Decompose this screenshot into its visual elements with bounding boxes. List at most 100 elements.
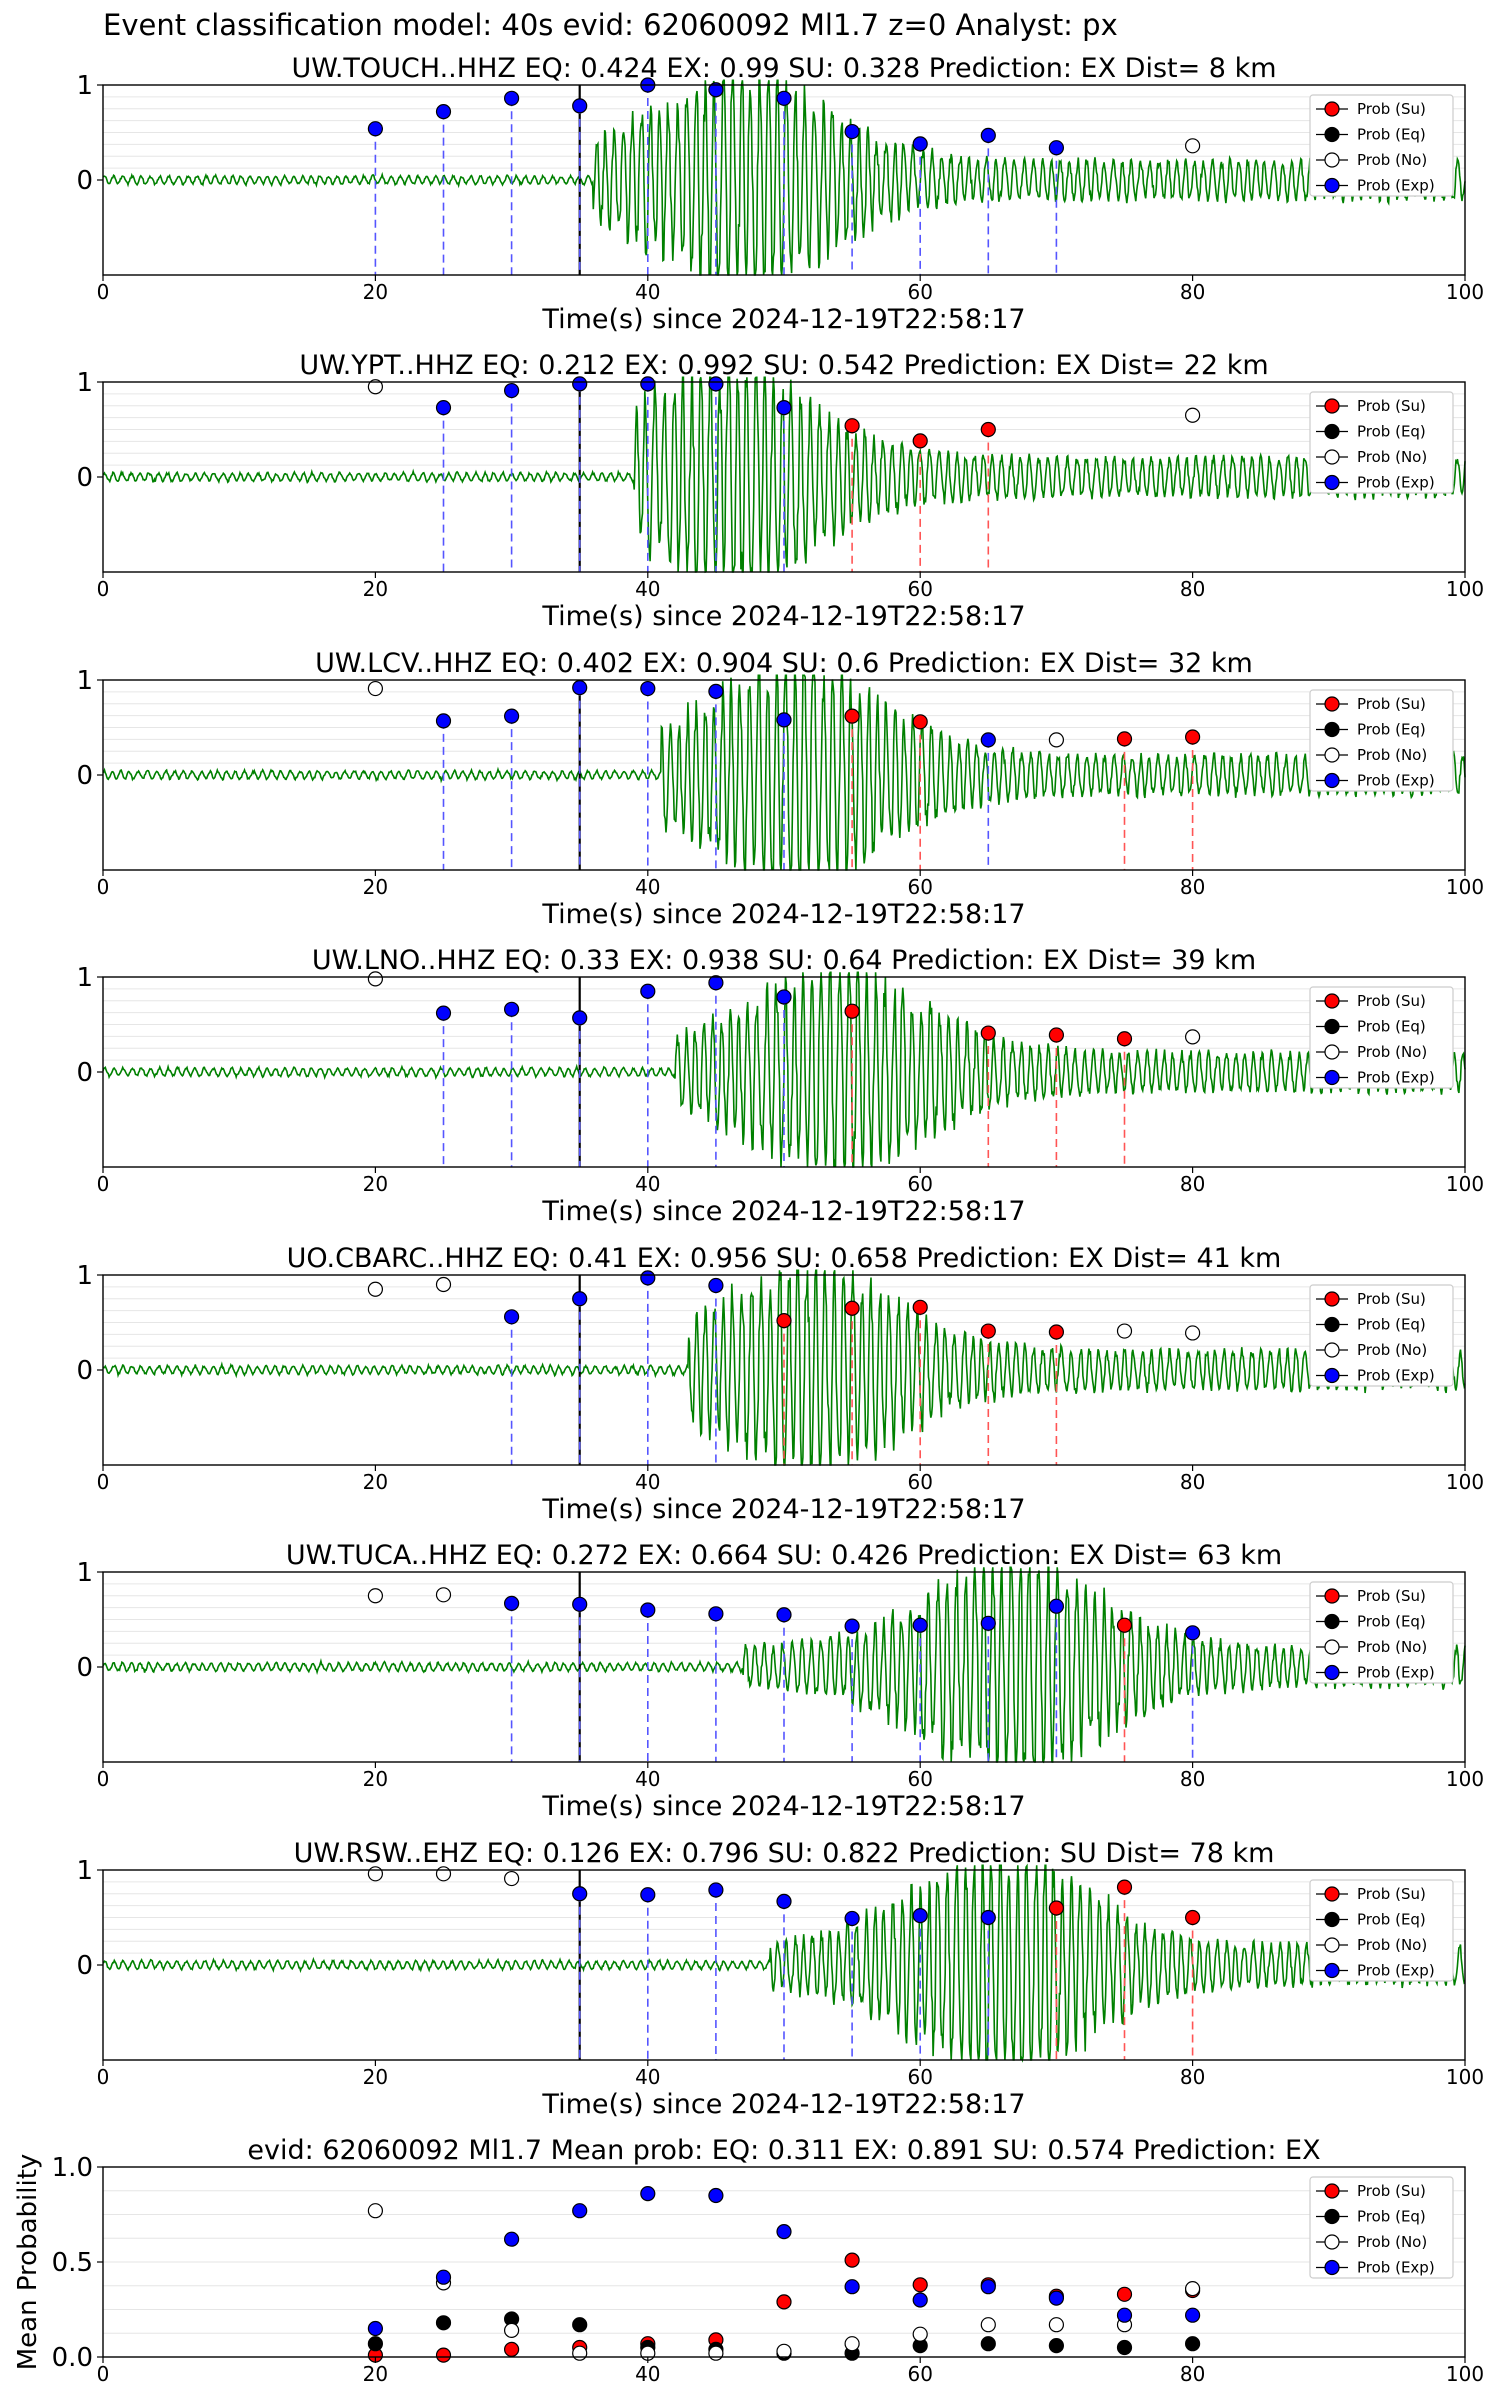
legend-label: Prob (No) [1357, 1936, 1427, 1954]
x-tick-label: 20 [363, 2362, 388, 2386]
marker-su [1116, 1031, 1133, 1047]
x-tick-label: 20 [363, 875, 388, 899]
marker-no [1048, 2317, 1065, 2333]
panel-6: 0 20 40 60 80 100 0 1 UW.TUCA..HHZ EQ: 0.272 EX:… [76, 1540, 1484, 1822]
marker-no [980, 2317, 996, 2333]
marker-exp [504, 1309, 520, 1325]
y-tick-label: 0 [76, 1653, 93, 1683]
legend-marker-eq [1324, 423, 1340, 440]
marker-su [980, 1025, 996, 1041]
x-tick-label: 60 [907, 1470, 932, 1494]
x-tick-label: 0 [97, 875, 110, 899]
marker-exp [776, 90, 792, 106]
legend-marker-no [1324, 152, 1340, 168]
x-tick-label: 100 [1446, 1470, 1484, 1494]
panel-title: UW.RSW..EHZ EQ: 0.126 EX: 0.796 SU: 0.82… [294, 1838, 1275, 1869]
x-tick-label: 40 [635, 2065, 660, 2089]
legend-marker-su [1324, 993, 1340, 1009]
legend-marker-su [1324, 696, 1340, 712]
x-axis-label: Time(s) since 2024-12-19T22:58:17 [541, 1791, 1025, 1822]
legend-label: Prob (Eq) [1357, 1613, 1426, 1631]
legend-box [1309, 94, 1454, 197]
legend-marker-no [1324, 1342, 1340, 1358]
marker-no [367, 680, 383, 697]
marker-su [912, 1299, 928, 1315]
legend-label: Prob (Eq) [1357, 2208, 1426, 2226]
legend-marker-no [1324, 747, 1340, 763]
marker-exp [776, 989, 792, 1005]
legend-label: Prob (Eq) [1357, 721, 1426, 739]
marker-su [776, 1312, 792, 1329]
marker-su [844, 708, 860, 724]
legend-marker-no [1324, 2234, 1340, 2250]
waveform-trace [102, 1566, 1466, 1764]
panel-title: evid: 62060092 Ml1.7 Mean prob: EQ: 0.31… [247, 2135, 1320, 2166]
x-tick-label: 80 [1180, 875, 1205, 899]
marker-exp [980, 2279, 996, 2295]
marker-su [1048, 1324, 1065, 1340]
marker-su [1184, 1909, 1201, 1926]
x-tick-label: 0 [97, 280, 110, 304]
marker-exp [1184, 1625, 1201, 1641]
legend-label: Prob (Exp) [1357, 1962, 1435, 1980]
legend-label: Prob (Su) [1357, 2182, 1426, 2200]
x-tick-label: 20 [363, 577, 388, 601]
x-tick-label: 100 [1446, 1172, 1484, 1196]
x-tick-label: 20 [363, 280, 388, 304]
x-tick-label: 0 [97, 2362, 110, 2386]
marker-su [1048, 1900, 1065, 1916]
x-tick-label: 20 [363, 1470, 388, 1494]
legend-label: Prob (No) [1357, 746, 1427, 764]
marker-exp [980, 1909, 996, 1926]
x-tick-label: 0 [97, 1767, 110, 1791]
marker-exp [912, 2292, 928, 2308]
legend-box [1309, 391, 1454, 494]
legend-label: Prob (Exp) [1357, 1664, 1435, 1682]
y-tick-label: 1 [76, 1261, 93, 1291]
marker-no [504, 2322, 520, 2338]
marker-exp [504, 382, 520, 399]
y-tick-label: 1 [76, 1856, 93, 1886]
legend-label: Prob (Eq) [1357, 1316, 1426, 1334]
marker-exp [912, 1617, 928, 1633]
waveform-trace [102, 1269, 1466, 1466]
legend-marker-su [1324, 398, 1340, 414]
marker-exp [640, 680, 656, 697]
panel-2: 0 20 40 60 80 100 0 1 UW.YPT..HHZ EQ: 0.212 EX: … [76, 350, 1484, 632]
legend-label: Prob (No) [1357, 1341, 1427, 1359]
marker-exp [708, 683, 724, 700]
legend-label: Prob (Exp) [1357, 1069, 1435, 1087]
marker-exp [844, 2279, 860, 2295]
x-axis-label: Time(s) since 2024-12-19T22:58:17 [541, 2089, 1025, 2120]
x-tick-label: 80 [1180, 577, 1205, 601]
legend-marker-su [1324, 1291, 1340, 1307]
x-axis-label: Time(s) since 2024-12-19T22:58:17 [541, 304, 1025, 335]
x-tick-label: 40 [635, 875, 660, 899]
x-tick-label: 0 [97, 2065, 110, 2089]
legend-box [1309, 689, 1454, 792]
marker-su [980, 1323, 996, 1339]
marker-exp [1048, 2290, 1065, 2306]
legend-label: Prob (Exp) [1357, 1367, 1435, 1385]
marker-exp [708, 975, 724, 991]
marker-su [435, 2347, 452, 2363]
y-tick-label: 1 [76, 666, 93, 696]
marker-exp [504, 708, 520, 724]
legend-label: Prob (Su) [1357, 1587, 1426, 1605]
x-tick-label: 60 [907, 875, 932, 899]
axes-frame [102, 1274, 1466, 1466]
marker-exp [435, 2269, 452, 2285]
legend-label: Prob (Eq) [1357, 423, 1426, 441]
marker-no [367, 1588, 383, 1604]
marker-exp [435, 400, 452, 416]
x-tick-label: 60 [907, 280, 932, 304]
legend-box [1309, 1284, 1454, 1387]
x-tick-label: 40 [635, 1767, 660, 1791]
legend-marker-su [1324, 1588, 1340, 1604]
legend-marker-exp [1324, 1664, 1340, 1681]
legend-marker-exp [1324, 177, 1340, 194]
marker-exp [708, 2187, 724, 2204]
marker-no [435, 1587, 452, 1603]
marker-exp [504, 1595, 520, 1611]
marker-su [844, 418, 860, 434]
